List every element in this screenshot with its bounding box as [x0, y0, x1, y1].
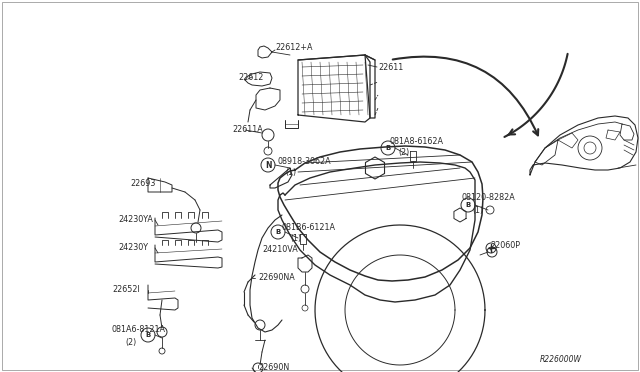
Text: 22611A: 22611A	[232, 125, 263, 135]
Text: 22693: 22693	[130, 179, 156, 187]
Text: B: B	[385, 145, 390, 151]
Text: B: B	[275, 229, 280, 235]
Text: 24230Y: 24230Y	[118, 244, 148, 253]
Text: 22611: 22611	[378, 62, 403, 71]
Text: (1): (1)	[472, 205, 483, 215]
Text: 22690NA: 22690NA	[258, 273, 295, 282]
Text: 08918-3062A: 08918-3062A	[278, 157, 332, 167]
Text: 24230YA: 24230YA	[118, 215, 153, 224]
Text: B: B	[465, 202, 470, 208]
Text: N: N	[265, 160, 271, 170]
Text: 22690N: 22690N	[258, 363, 289, 372]
Text: 24210VA: 24210VA	[262, 246, 298, 254]
Text: (1): (1)	[285, 167, 296, 176]
Text: 081A6-8121A: 081A6-8121A	[112, 326, 166, 334]
Text: B: B	[145, 332, 150, 338]
Text: R226000W: R226000W	[540, 356, 582, 365]
Text: 081B6-6121A: 081B6-6121A	[282, 224, 336, 232]
Text: 22060P: 22060P	[490, 241, 520, 250]
Text: (1): (1)	[290, 234, 301, 243]
Text: 22612+A: 22612+A	[275, 42, 312, 51]
Text: 22652I: 22652I	[112, 285, 140, 295]
Text: 081A8-6162A: 081A8-6162A	[390, 138, 444, 147]
Text: 08120-8282A: 08120-8282A	[462, 193, 516, 202]
Text: (2): (2)	[398, 148, 409, 157]
Text: 22612: 22612	[238, 73, 264, 81]
Text: (2): (2)	[125, 337, 136, 346]
